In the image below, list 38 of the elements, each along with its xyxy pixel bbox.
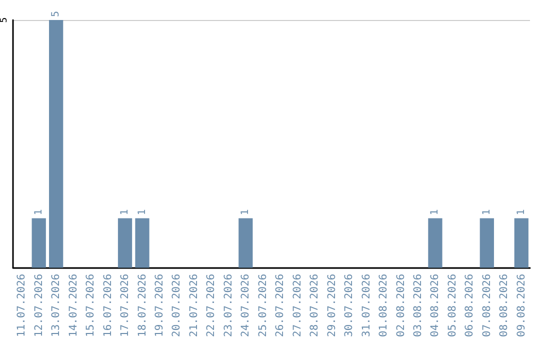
x-tick-label: 09.08.2026 <box>515 274 528 338</box>
data-label: 1 <box>240 209 252 216</box>
data-label: 1 <box>136 209 148 216</box>
x-tick-label: 13.07.2026 <box>50 274 62 338</box>
x-tick-label: 20.07.2026 <box>170 274 183 338</box>
x-tick-label: 17.07.2026 <box>119 274 132 338</box>
x-tick-label: 04.08.2026 <box>429 274 442 338</box>
x-tick-label: 06.08.2026 <box>464 274 476 338</box>
x-tick-label: 08.08.2026 <box>498 274 510 338</box>
x-tick-label: 24.07.2026 <box>240 274 252 338</box>
data-label: 1 <box>33 209 44 216</box>
data-label: 1 <box>120 209 131 216</box>
x-tick-label: 15.07.2026 <box>84 274 97 338</box>
x-tick-label: 16.07.2026 <box>102 274 114 338</box>
x-tick-label: 21.07.2026 <box>188 274 200 338</box>
x-tick-label: 22.07.2026 <box>205 274 218 338</box>
data-label: 1 <box>481 209 492 216</box>
data-label: 5 <box>50 10 62 17</box>
x-tick-label: 11.07.2026 <box>16 274 28 338</box>
x-tick-label: 07.08.2026 <box>480 274 493 338</box>
x-tick-label: 30.07.2026 <box>343 274 356 338</box>
x-tick-label: 05.08.2026 <box>446 274 458 338</box>
data-label: 1 <box>516 209 527 216</box>
x-tick-label: 23.07.2026 <box>222 274 234 338</box>
x-tick-label: 03.08.2026 <box>412 274 424 338</box>
x-tick-label: 26.07.2026 <box>274 274 286 338</box>
data-label: 1 <box>430 209 441 216</box>
x-tick-label: 01.08.2026 <box>378 274 390 338</box>
x-tick-label: 28.07.2026 <box>308 274 321 338</box>
x-tick-label: 25.07.2026 <box>256 274 269 338</box>
x-tick-label: 18.07.2026 <box>136 274 148 338</box>
x-tick-label: 27.07.2026 <box>291 274 304 338</box>
x-tick-label: 02.08.2026 <box>394 274 407 338</box>
x-tick-label: 12.07.2026 <box>32 274 45 338</box>
x-tick-label: 29.07.2026 <box>326 274 338 338</box>
x-tick-label: 14.07.2026 <box>67 274 80 338</box>
x-tick-label: 31.07.2026 <box>360 274 372 338</box>
x-tick-label: 19.07.2026 <box>153 274 166 338</box>
